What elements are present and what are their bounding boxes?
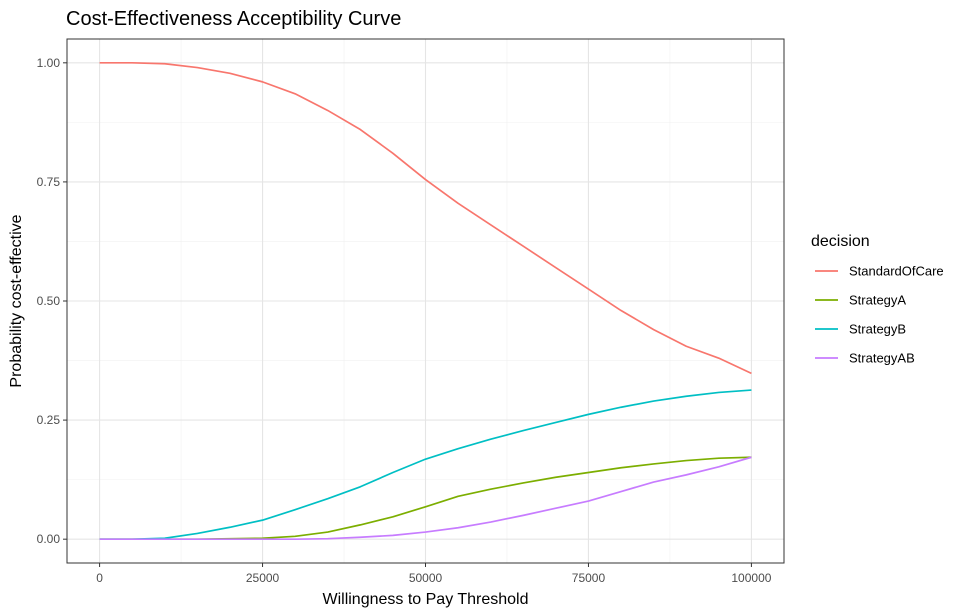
series-line-strategyb <box>99 389 752 541</box>
series-lines <box>99 61 752 541</box>
series-line-strategyab <box>99 456 752 541</box>
series-line-standardofcare <box>99 61 752 375</box>
x-axis-title: Willingness to Pay Threshold <box>322 591 528 608</box>
legend-label-strategyb: StrategyB <box>849 322 906 337</box>
chart-title: Cost-Effectiveness Acceptibility Curve <box>66 8 401 30</box>
x-tick-label: 0 <box>96 571 103 585</box>
legend-label-strategya: StrategyA <box>849 293 906 308</box>
legend: decision StandardOfCare StrategyA Strategy… <box>811 233 944 366</box>
y-axis-title: Probability cost-effective <box>8 214 25 387</box>
x-tick-label: 100000 <box>731 571 771 585</box>
x-tick-label: 25000 <box>246 571 280 585</box>
y-tick-label: 1.00 <box>37 56 61 70</box>
x-tick-label: 75000 <box>572 571 606 585</box>
legend-label-standardofcare: StandardOfCare <box>849 264 944 279</box>
grid <box>67 39 784 563</box>
y-tick-label: 0.50 <box>37 294 61 308</box>
y-tick-label: 0.25 <box>37 413 61 427</box>
axis-ticks: 0 25000 50000 75000 100000 0.00 0.25 0.50 0.75 1.… <box>37 56 772 585</box>
y-tick-label: 0.00 <box>37 532 61 546</box>
y-tick-label: 0.75 <box>37 175 61 189</box>
x-tick-label: 50000 <box>409 571 443 585</box>
legend-label-strategyab: StrategyAB <box>849 351 915 366</box>
legend-title: decision <box>811 233 870 250</box>
